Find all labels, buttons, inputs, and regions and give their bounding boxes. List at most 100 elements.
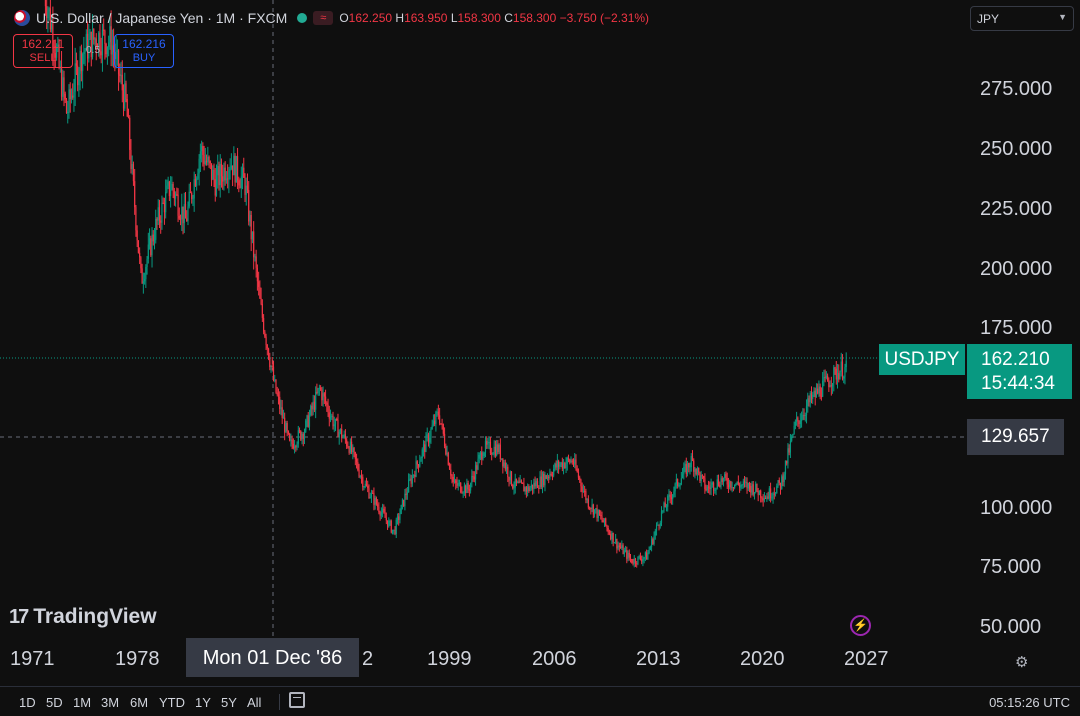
calendar-icon[interactable] <box>289 692 305 708</box>
candle-body <box>384 512 386 518</box>
candle-body <box>422 444 425 450</box>
candle-body <box>54 53 56 58</box>
candle-body <box>517 481 519 483</box>
range-button-3m[interactable]: 3M <box>101 695 120 710</box>
candle-body <box>420 457 422 462</box>
candle-body <box>241 167 244 177</box>
candle-body <box>146 258 148 267</box>
candle-body <box>298 430 301 432</box>
candle-body <box>197 173 199 179</box>
candle-body <box>377 504 379 507</box>
range-button-1y[interactable]: 1Y <box>195 695 211 710</box>
candle-body <box>522 482 524 484</box>
candle-body <box>619 546 622 549</box>
candle-body <box>437 411 439 416</box>
candle-body <box>274 379 276 381</box>
candle-body <box>637 556 639 564</box>
tradingview-logo[interactable]: 17 TradingView <box>9 605 157 629</box>
candle-body <box>755 484 757 492</box>
candle-body <box>295 446 297 448</box>
candle-body <box>741 484 743 486</box>
candle-body <box>404 493 406 506</box>
candle-body <box>70 95 73 100</box>
bar-countdown: 15:44:34 <box>981 373 1055 394</box>
candle-body <box>677 479 679 486</box>
candle-body <box>305 420 307 432</box>
market-status-icon[interactable] <box>297 13 308 23</box>
candle-body <box>704 478 706 490</box>
candle-body <box>348 447 350 453</box>
candle-body <box>569 459 571 463</box>
candle-body <box>380 512 382 516</box>
candle-body <box>379 512 381 516</box>
flash-icon[interactable]: ⚡ <box>850 615 871 636</box>
symbol-title[interactable]: U.S. Dollar / Japanese Yen · 1M · FXCM <box>36 10 288 26</box>
candle-body <box>508 477 510 481</box>
candle-body <box>141 268 143 284</box>
candle-body <box>79 50 81 74</box>
crosshair-date-tag: Mon 01 Dec '86 <box>186 638 359 677</box>
candle-body <box>317 388 319 393</box>
candle-body <box>357 461 359 470</box>
candle-body <box>722 478 725 482</box>
time-axis-label: 1971 <box>10 648 55 670</box>
candle-body <box>730 481 732 488</box>
range-button-6m[interactable]: 6M <box>130 695 149 710</box>
candle-body <box>419 461 421 467</box>
candle-body <box>600 515 602 517</box>
candle-body <box>819 386 821 397</box>
candle-body <box>143 279 146 282</box>
candle-body <box>370 492 373 497</box>
candle-body <box>168 181 170 197</box>
candle-body <box>338 431 340 438</box>
settings-icon[interactable]: ⚙ <box>1015 654 1029 671</box>
candle-body <box>142 281 144 284</box>
candle-body <box>843 376 845 379</box>
candle-body <box>458 482 461 484</box>
candle-body <box>804 415 806 417</box>
candle-body <box>86 33 89 59</box>
range-button-5y[interactable]: 5Y <box>221 695 237 710</box>
wave-icon[interactable]: ≈ <box>313 11 334 25</box>
currency-select[interactable]: JPY ▼ <box>970 6 1074 31</box>
candle-body <box>388 520 390 527</box>
range-button-1d[interactable]: 1D <box>19 695 36 710</box>
candle-body <box>72 95 74 98</box>
candle-body <box>125 83 127 100</box>
candle-body <box>647 552 649 560</box>
candle-body <box>658 524 660 526</box>
candle-body <box>534 482 536 487</box>
candle-body <box>765 498 767 500</box>
candle-body <box>639 556 642 560</box>
candle-body <box>372 492 374 494</box>
candle-body <box>155 218 157 240</box>
buy-button[interactable]: 162.216 BUY <box>114 34 174 68</box>
utc-clock[interactable]: 05:15:26 UTC <box>989 695 1070 710</box>
candle-body <box>731 487 733 489</box>
candle-body <box>544 475 546 486</box>
candle-body <box>150 238 152 256</box>
candle-body <box>488 441 490 443</box>
sell-button[interactable]: 162.211 SELL <box>13 34 73 68</box>
candle-body <box>777 480 779 487</box>
candle-body <box>553 468 555 476</box>
range-button-all[interactable]: All <box>247 695 262 710</box>
candle-body <box>400 504 402 514</box>
candle-body <box>554 463 556 469</box>
candle-body <box>329 416 332 419</box>
candle-body <box>236 156 239 181</box>
candle-body <box>126 99 128 117</box>
candle-body <box>106 46 109 55</box>
candle-body <box>500 458 503 460</box>
candle-body <box>196 178 198 186</box>
range-button-ytd[interactable]: YTD <box>159 695 185 710</box>
candle-body <box>431 425 433 429</box>
candle-body <box>210 163 213 180</box>
candle-body <box>791 436 793 441</box>
candle-body <box>243 167 245 178</box>
range-button-5d[interactable]: 5D <box>46 695 63 710</box>
candle-body <box>447 452 449 465</box>
candle-body <box>412 474 415 476</box>
range-button-1m[interactable]: 1M <box>73 695 92 710</box>
